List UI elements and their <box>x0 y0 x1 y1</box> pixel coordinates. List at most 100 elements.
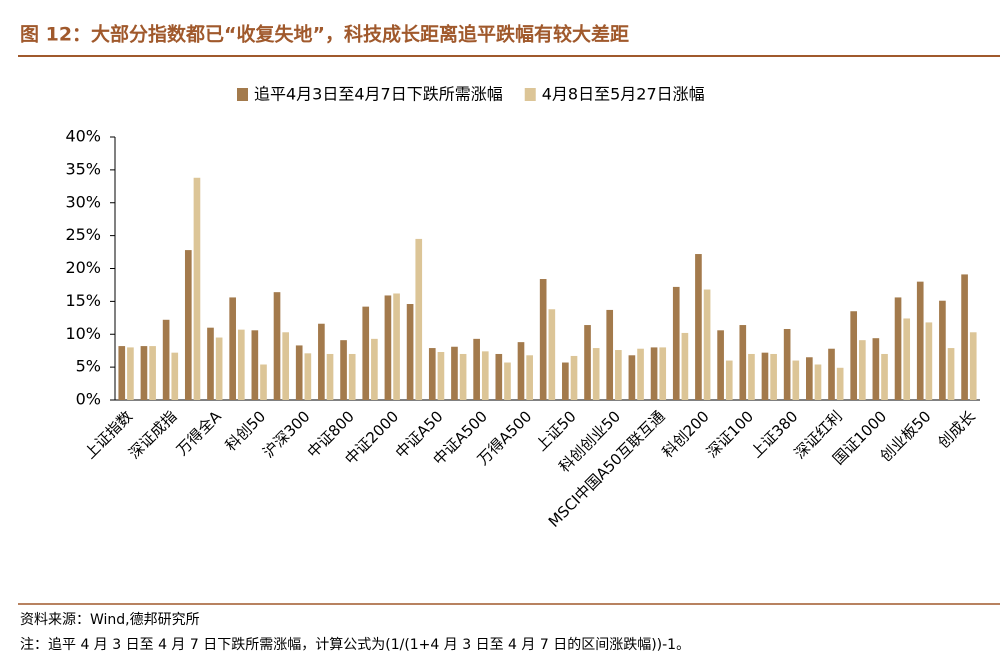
bar <box>162 319 170 400</box>
bar <box>237 329 245 400</box>
bar <box>149 346 156 400</box>
bar <box>517 342 525 400</box>
x-tick-label: 创成长 <box>934 407 979 452</box>
legend-swatch <box>524 88 536 101</box>
bar <box>251 330 259 400</box>
bar <box>939 300 946 400</box>
legend-label: 4月8日至5月27日涨幅 <box>542 85 705 104</box>
bar <box>171 352 179 400</box>
y-tick-label: 20% <box>65 258 101 277</box>
bar <box>273 292 281 400</box>
bar <box>894 297 902 400</box>
bar <box>836 367 844 400</box>
x-tick-label: 上证指数 <box>81 407 136 462</box>
bar <box>703 289 711 400</box>
bar <box>140 346 148 400</box>
bar <box>615 350 622 400</box>
y-tick-label: 30% <box>65 192 101 211</box>
bar <box>761 352 769 400</box>
bar <box>362 306 370 400</box>
source: 资料来源：Wind,德邦研究所 <box>20 612 200 628</box>
bar <box>428 348 436 400</box>
bar <box>739 325 747 400</box>
x-tick-label: 万得全A <box>173 407 225 459</box>
x-tick-label: 科创200 <box>659 407 713 461</box>
bar <box>282 332 289 400</box>
bar <box>481 351 489 400</box>
bar <box>748 353 755 400</box>
y-tick-label: 40% <box>65 127 101 146</box>
bar <box>473 338 480 400</box>
bar <box>504 362 511 400</box>
bar <box>539 279 547 400</box>
bar <box>717 330 724 400</box>
bar <box>859 340 866 400</box>
bar <box>393 293 400 400</box>
bar <box>881 353 888 400</box>
bar <box>526 355 533 400</box>
bar <box>637 348 644 400</box>
bar <box>783 328 791 400</box>
bar <box>193 177 201 400</box>
bar <box>903 318 911 400</box>
y-tick-label: 25% <box>65 225 101 244</box>
note: 注：追平 4 月 3 日至 4 月 7 日下跌所需涨幅，计算公式为(1/(1+4… <box>20 637 690 653</box>
y-tick-label: 15% <box>65 291 101 310</box>
bar <box>916 281 924 400</box>
bar <box>961 274 968 400</box>
bar <box>806 357 813 400</box>
bar <box>215 337 223 400</box>
legend-label: 追平4月3日至4月7日下跌所需涨幅 <box>254 85 503 104</box>
bar <box>828 348 835 400</box>
bar <box>406 304 414 400</box>
y-tick-label: 10% <box>65 324 101 343</box>
bar <box>326 353 334 400</box>
bar <box>725 360 733 400</box>
y-tick-label: 0% <box>76 390 101 409</box>
bar <box>437 352 445 400</box>
bar <box>229 297 236 400</box>
bar <box>304 353 312 400</box>
bar <box>872 338 880 400</box>
y-tick-label: 35% <box>65 159 101 178</box>
y-tick-label: 5% <box>76 357 101 376</box>
bar <box>814 364 822 400</box>
bar <box>695 254 702 400</box>
bar <box>681 332 689 400</box>
bar <box>606 309 614 400</box>
bar <box>415 238 423 400</box>
bar <box>969 332 977 400</box>
bar <box>659 347 667 400</box>
bar <box>459 353 467 400</box>
bar <box>260 364 267 400</box>
bar <box>850 311 858 400</box>
bar <box>570 355 578 400</box>
bar <box>548 309 556 400</box>
bar <box>495 353 503 400</box>
bar <box>770 353 777 400</box>
bar <box>207 327 214 400</box>
bar <box>184 250 192 400</box>
x-tick-label: 沪深300 <box>259 407 313 461</box>
bar <box>451 346 458 400</box>
bar <box>318 323 325 400</box>
bar <box>562 362 569 400</box>
bar <box>650 347 658 400</box>
legend-swatch <box>237 88 248 101</box>
bar <box>628 355 636 400</box>
bar <box>792 360 800 400</box>
x-tick-label: 深证100 <box>703 407 757 461</box>
bar <box>672 286 680 400</box>
x-tick-label: 深证成指 <box>125 407 180 462</box>
chart-title: 图 12：大部分指数都已“收复失地”，科技成长距离追平跌幅有较大差距 <box>20 23 629 46</box>
bar <box>384 295 392 400</box>
bar <box>947 348 955 400</box>
bar <box>295 345 303 400</box>
bar <box>592 348 600 400</box>
bar <box>925 322 933 400</box>
bar <box>584 325 591 400</box>
bar <box>127 347 134 400</box>
bar <box>348 353 356 400</box>
bar <box>118 346 126 400</box>
